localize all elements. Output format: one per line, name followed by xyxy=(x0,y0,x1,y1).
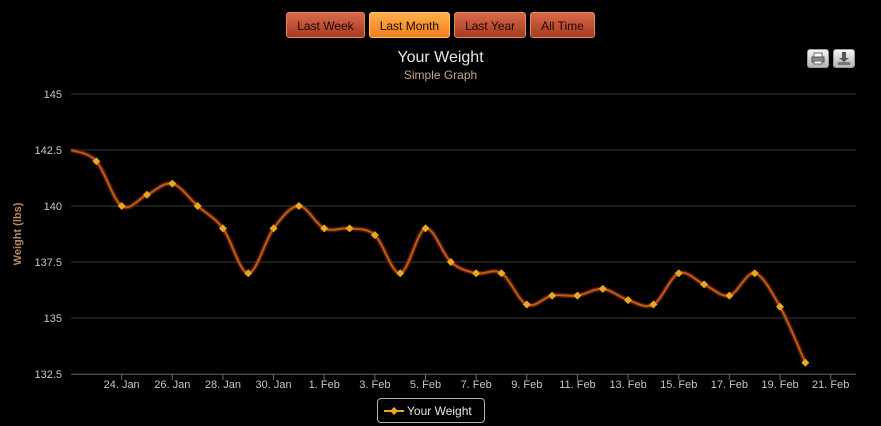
data-point[interactable] xyxy=(472,269,481,278)
y-axis-label: Weight (lbs) xyxy=(12,202,24,265)
data-point[interactable] xyxy=(294,202,303,210)
x-tick-label: 9. Feb xyxy=(511,379,542,391)
data-point[interactable] xyxy=(598,284,607,293)
data-point[interactable] xyxy=(244,269,253,278)
data-point[interactable] xyxy=(522,300,531,309)
data-point[interactable] xyxy=(674,269,683,278)
x-tick-label: 1. Feb xyxy=(309,379,340,391)
chart-subtitle: Simple Graph xyxy=(403,68,478,82)
x-tick-label: 11. Feb xyxy=(559,379,596,391)
last-month-button[interactable]: Last Month xyxy=(368,12,451,38)
data-point[interactable] xyxy=(624,296,633,305)
x-tick-label: 21. Feb xyxy=(812,379,849,391)
data-point[interactable] xyxy=(497,269,506,278)
x-tick-label: 7. Feb xyxy=(461,379,492,391)
last-year-button[interactable]: Last Year xyxy=(454,12,527,38)
data-point[interactable] xyxy=(548,291,557,300)
data-point[interactable] xyxy=(320,224,329,233)
x-tick-label: 13. Feb xyxy=(609,379,646,391)
y-tick-label: 137.5 xyxy=(34,257,62,269)
data-point[interactable] xyxy=(700,280,709,289)
y-axis-ticks: 145 142.5 140 137.5 135 132.5 xyxy=(34,89,62,381)
x-tick-label: 5. Feb xyxy=(410,379,441,391)
data-point[interactable] xyxy=(142,190,151,199)
x-axis-ticks: 24. Jan 26. Jan 28. Jan 30. Jan 1. Feb 3. Feb… xyxy=(71,374,856,391)
data-point[interactable] xyxy=(345,224,354,233)
data-point[interactable] xyxy=(776,302,785,311)
data-point[interactable] xyxy=(725,291,734,300)
series-line-shadow xyxy=(69,147,808,364)
download-icon xyxy=(838,52,850,65)
data-point[interactable] xyxy=(117,202,126,210)
data-point[interactable] xyxy=(573,291,582,300)
y-tick-label: 140 xyxy=(44,201,62,213)
chart-title: Your Weight xyxy=(397,49,484,66)
data-point[interactable] xyxy=(92,157,101,166)
legend[interactable]: Your Weight xyxy=(377,398,485,423)
print-button[interactable] xyxy=(807,49,829,68)
legend-swatch-icon xyxy=(384,407,404,415)
data-point[interactable] xyxy=(421,224,430,233)
x-tick-label: 30. Jan xyxy=(256,379,292,391)
series-line xyxy=(70,149,807,364)
y-tick-label: 142.5 xyxy=(34,145,62,157)
data-point[interactable] xyxy=(446,258,455,266)
print-icon xyxy=(811,52,825,65)
y-tick-label: 135 xyxy=(44,313,62,325)
x-tick-label: 17. Feb xyxy=(711,379,748,391)
x-tick-label: 19. Feb xyxy=(761,379,798,391)
x-tick-label: 26. Jan xyxy=(154,379,190,391)
data-point[interactable] xyxy=(649,300,658,309)
download-button[interactable] xyxy=(833,49,855,68)
data-point[interactable] xyxy=(370,231,379,240)
x-tick-label: 15. Feb xyxy=(660,379,697,391)
last-week-button[interactable]: Last Week xyxy=(286,12,365,38)
data-point[interactable] xyxy=(750,269,759,278)
data-point[interactable] xyxy=(168,179,177,188)
series-weight xyxy=(69,147,810,367)
x-tick-label: 3. Feb xyxy=(359,379,390,391)
data-point[interactable] xyxy=(396,269,405,278)
data-point[interactable] xyxy=(218,224,227,233)
all-time-button[interactable]: All Time xyxy=(530,12,595,38)
grid-lines xyxy=(71,93,856,375)
data-point[interactable] xyxy=(269,224,278,233)
data-point[interactable] xyxy=(801,358,810,367)
y-tick-label: 132.5 xyxy=(34,369,62,381)
range-selector: Last Week Last Month Last Year All Time xyxy=(0,12,881,38)
y-tick-label: 145 xyxy=(44,89,62,101)
data-point[interactable] xyxy=(193,202,202,210)
x-tick-label: 24. Jan xyxy=(104,379,140,391)
legend-label: Your Weight xyxy=(407,404,472,418)
x-tick-label: 28. Jan xyxy=(205,379,241,391)
